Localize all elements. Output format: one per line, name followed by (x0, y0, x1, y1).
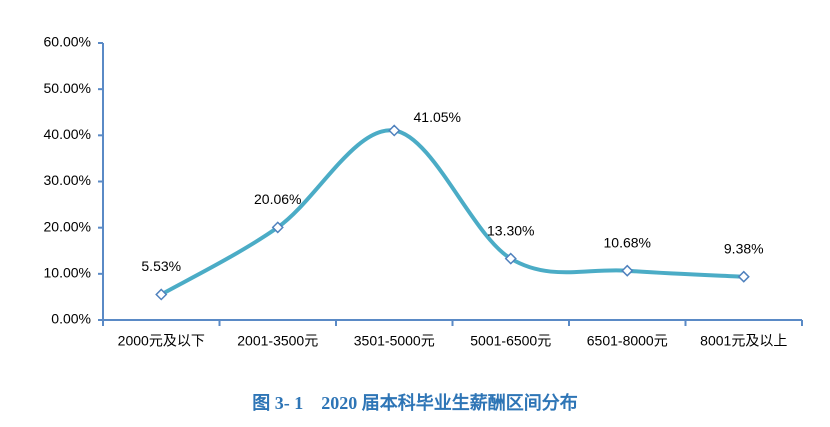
marker (388, 124, 401, 137)
chart-title: 图 3- 1 2020 届本科毕业生薪酬区间分布 (252, 392, 578, 413)
value-label: 41.05% (414, 109, 461, 125)
x-tick-label: 6501-8000元 (587, 333, 668, 349)
line (160, 128, 744, 297)
y-tick-label: 50.00% (44, 80, 91, 96)
marker (621, 264, 634, 277)
value-label: 9.38% (724, 240, 764, 256)
x-tick-label: 8001元及以上 (700, 333, 787, 349)
y-tick-label: 0.00% (51, 311, 91, 327)
value-label: 5.53% (141, 258, 181, 274)
marker (155, 288, 168, 301)
x-tick-label: 5001-6500元 (470, 333, 551, 349)
x-tick-label: 2001-3500元 (237, 333, 318, 349)
marker (271, 221, 284, 234)
marker (737, 270, 750, 283)
y-tick-label: 10.00% (44, 265, 91, 281)
marker (504, 252, 517, 265)
x-tick-label: 2000元及以下 (118, 333, 205, 349)
y-tick-label: 20.00% (44, 218, 91, 234)
value-label: 20.06% (254, 191, 301, 207)
y-tick-label: 30.00% (44, 172, 91, 188)
y-tick-label: 40.00% (44, 126, 91, 142)
x-tick-label: 3501-5000元 (354, 333, 435, 349)
value-label: 10.68% (604, 234, 651, 250)
value-label: 13.30% (487, 222, 534, 238)
y-tick-label: 60.00% (44, 34, 91, 50)
